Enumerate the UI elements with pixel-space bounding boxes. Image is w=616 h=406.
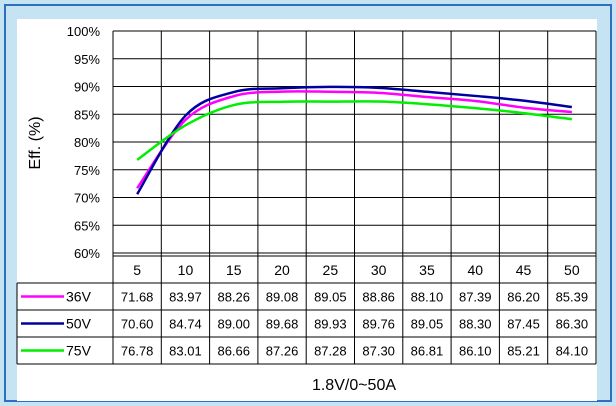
table-cell: 85.21 [507, 344, 540, 359]
table-cell: 83.01 [169, 344, 202, 359]
series-line-75V [136, 100, 573, 161]
table-cell: 85.39 [556, 290, 589, 305]
table-cell: 83.97 [169, 290, 202, 305]
table-cell: 89.76 [362, 317, 395, 332]
x-axis-label: 1.8V/0~50A [312, 377, 396, 394]
y-tick-label: 100% [67, 24, 101, 39]
series-line-50V [136, 85, 573, 195]
y-axis-label: Eff. (%) [27, 116, 44, 169]
legend-label: 75V [66, 343, 92, 359]
table-cell: 89.93 [314, 317, 347, 332]
y-tick-label: 75% [74, 163, 100, 178]
table-cell: 86.10 [459, 344, 492, 359]
x-tick-label: 40 [467, 262, 483, 278]
x-tick-label: 45 [516, 262, 532, 278]
table-cell: 86.20 [507, 290, 540, 305]
y-tick-label: 70% [74, 191, 100, 206]
table-cell: 89.00 [217, 317, 250, 332]
x-tick-label: 30 [371, 262, 387, 278]
table-cell: 87.28 [314, 344, 347, 359]
y-tick-label: 85% [74, 107, 100, 122]
table-cell: 88.10 [411, 290, 444, 305]
series-line-36V [136, 90, 572, 189]
table-cell: 84.74 [169, 317, 202, 332]
x-tick-label: 10 [178, 262, 194, 278]
table-cell: 88.26 [217, 290, 250, 305]
y-tick-label: 60% [74, 246, 100, 261]
table-cell: 70.60 [121, 317, 154, 332]
table-cell: 86.81 [411, 344, 444, 359]
table-cell: 87.30 [362, 344, 395, 359]
table-cell: 86.66 [217, 344, 250, 359]
table-cell: 89.05 [314, 290, 347, 305]
table-cell: 88.86 [362, 290, 395, 305]
y-tick-label: 80% [74, 135, 100, 150]
table-cell: 87.39 [459, 290, 492, 305]
table-cell: 71.68 [121, 290, 154, 305]
y-tick-labels: 60% 65% 70% 75% 80% 85% 90% 95% 100% [67, 24, 101, 261]
series-lines [136, 85, 573, 195]
data-table: 5 10 15 20 25 30 35 40 45 50 36V 71.68 83.97 88.26 89.… [16, 255, 596, 365]
y-tick-label: 95% [74, 52, 100, 67]
x-tick-label: 15 [226, 262, 242, 278]
x-tick-label: 25 [323, 262, 339, 278]
legend-label: 36V [66, 289, 92, 305]
table-cell: 89.68 [266, 317, 299, 332]
table-cell: 89.08 [266, 290, 299, 305]
x-tick-label: 20 [274, 262, 290, 278]
table-cell: 87.45 [507, 317, 540, 332]
x-tick-label: 35 [419, 262, 435, 278]
table-cell: 76.78 [121, 344, 154, 359]
legend-label: 50V [66, 316, 92, 332]
x-tick-label: 50 [564, 262, 580, 278]
table-cell: 87.26 [266, 344, 299, 359]
x-tick-label: 5 [133, 262, 141, 278]
table-cell: 84.10 [556, 344, 589, 359]
y-tick-label: 65% [74, 218, 100, 233]
table-cell: 88.30 [459, 317, 492, 332]
y-tick-label: 90% [74, 80, 100, 95]
table-cell: 89.05 [411, 317, 444, 332]
table-cell: 86.30 [556, 317, 589, 332]
